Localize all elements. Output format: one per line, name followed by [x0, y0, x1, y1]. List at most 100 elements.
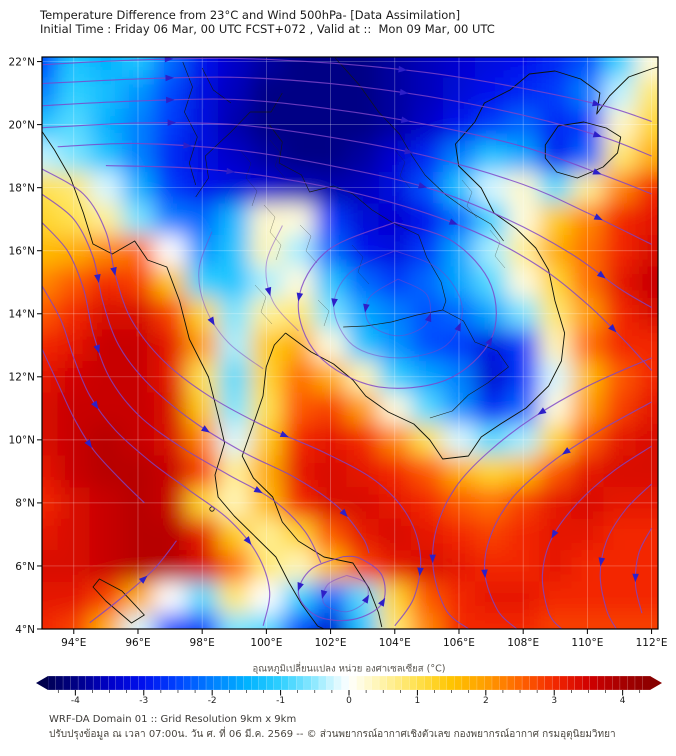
wind-arrow: [608, 323, 617, 333]
wind-arrow: [598, 557, 606, 567]
border-thailand-cambodia: [343, 309, 443, 328]
wind-arrow: [593, 213, 603, 221]
wind-arrow: [551, 529, 559, 539]
province-lines: [254, 284, 273, 325]
footer-block: WRF-DA Domain 01 :: Grid Resolution 9km …: [49, 712, 616, 742]
lon-label: 106°E: [443, 637, 475, 649]
coastline-gulf-east-vietnam-china: [285, 66, 658, 460]
wind-arrow: [183, 142, 192, 149]
wind-arrow: [331, 298, 338, 308]
coastline-myanmar-peninsula-west: [42, 130, 325, 629]
lat-label: 20°N: [9, 119, 35, 131]
colorbar-tick-label: 0: [346, 696, 352, 706]
province-lines: [239, 149, 258, 207]
model-info-text: WRF-DA Domain 01 :: Grid Resolution 9km …: [49, 714, 297, 725]
lon-label: 108°E: [507, 637, 539, 649]
wind-arrow: [84, 439, 92, 449]
colorbar-tick-label: -3: [139, 696, 148, 706]
wind-arrow: [485, 336, 493, 347]
border-laos-vietnam: [334, 57, 504, 242]
agency-credit-text: ปรับปรุงข้อมูล ณ เวลา 07:00น. วัน ศ. ที่…: [49, 729, 616, 740]
wind-arrow: [363, 303, 370, 313]
border-cambodia-laos-vietnam: [442, 309, 509, 368]
border-myanmar-interior: [182, 61, 198, 186]
wind-arrow: [165, 96, 175, 104]
lon-label: 98°E: [190, 637, 215, 649]
wind-arrow: [378, 597, 386, 607]
wind-arrow: [398, 65, 408, 73]
chart-subtitle: Initial Time : Friday 06 Mar, 00 UTC FCS…: [40, 22, 495, 36]
wind-arrow: [399, 88, 409, 96]
wind-arrow: [321, 589, 328, 599]
wind-arrow: [339, 508, 348, 518]
graticule-layer: [42, 57, 658, 629]
lat-label: 16°N: [9, 246, 35, 258]
border-thailand-myanmar-north: [195, 92, 283, 198]
lat-label: 10°N: [9, 435, 35, 447]
colorbar: อุณหภูมิเปลี่ยนแปลง หน่วย องศาเซลเซียส (…: [36, 662, 662, 706]
border-cambodia-vietnam-delta: [429, 366, 509, 419]
province-lines: [489, 229, 506, 269]
wind-arrow: [253, 486, 263, 494]
lon-label: 96°E: [125, 637, 150, 649]
axes-layer: 22°N 20°N 18°N 16°N 14°N 12°N 10°N 8°N 6°N 4°N 94°…: [9, 56, 668, 649]
coastline-layer: [42, 57, 658, 629]
wind-arrow: [167, 119, 177, 126]
wind-arrow: [264, 286, 272, 296]
title-block: Temperature Difference from 23°C and Win…: [40, 8, 495, 36]
wind-arrow: [537, 407, 547, 415]
lat-label: 6°N: [15, 561, 35, 573]
colorbar-tick-label: 3: [551, 696, 557, 706]
lon-label: 104°E: [379, 637, 411, 649]
coastline-sumatra-tip: [92, 578, 145, 624]
colorbar-tick-label: -1: [276, 696, 285, 706]
lon-label: 94°E: [61, 637, 86, 649]
colorbar-tick-label: 2: [483, 696, 489, 706]
lon-label: 100°E: [250, 637, 282, 649]
wind-arrow: [226, 167, 236, 175]
wind-arrow: [279, 430, 289, 438]
lat-label: 22°N: [9, 56, 35, 68]
wind-arrow: [296, 292, 304, 302]
colorbar-tick-label: -4: [71, 696, 80, 706]
wind-arrow: [400, 116, 410, 124]
lon-label: 110°E: [571, 637, 603, 649]
wind-arrow: [596, 270, 606, 279]
wind-arrow: [361, 594, 370, 604]
colorbar-label: อุณหภูมิเปลี่ยนแปลง หน่วย องศาเซลเซียส (…: [253, 662, 446, 675]
temperature-fill-layer: [42, 57, 658, 629]
wind-arrow: [93, 344, 100, 354]
wind-arrow: [91, 400, 99, 410]
wind-arrow: [200, 425, 210, 433]
wind-arrow: [454, 322, 461, 332]
province-lines: [269, 139, 286, 179]
coastline-hainan-island: [544, 121, 622, 179]
colorbar-tick-label: 1: [415, 696, 421, 706]
lat-label: 4°N: [15, 624, 35, 636]
wind-arrow: [94, 274, 101, 283]
coastline-gulf-west: [241, 332, 383, 628]
province-lines: [461, 179, 478, 219]
lon-label: 102°E: [315, 637, 347, 649]
province-lines: [299, 224, 318, 264]
wind-arrow: [561, 447, 571, 455]
wind-arrow: [592, 168, 602, 175]
border-thailand-laos-mekong: [269, 124, 447, 311]
wind-arrow: [165, 74, 174, 82]
wind-arrow: [417, 567, 424, 577]
wind-arrow: [632, 573, 639, 583]
wind-arrow: [592, 99, 602, 107]
chart-title: Temperature Difference from 23°C and Win…: [40, 8, 461, 22]
wind-arrow: [448, 218, 458, 225]
colorbar-tick-label: -2: [208, 696, 217, 706]
wind-arrow: [481, 569, 488, 579]
wind-arrow: [592, 131, 602, 138]
wind-arrow: [110, 266, 117, 276]
wind-arrow: [207, 316, 215, 326]
colorbar-tick-label: 4: [620, 696, 626, 706]
wind-arrow: [424, 313, 432, 323]
lat-label: 14°N: [9, 309, 35, 321]
province-lines: [317, 299, 330, 327]
lat-label: 18°N: [9, 182, 35, 194]
